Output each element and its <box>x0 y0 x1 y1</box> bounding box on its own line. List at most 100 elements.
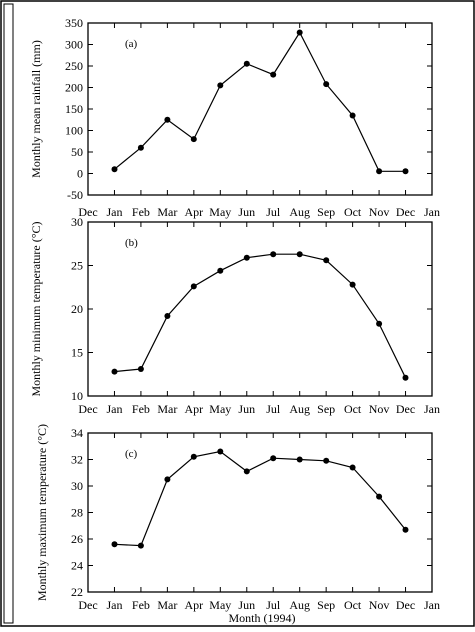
y-tick-label: -50 <box>67 188 83 202</box>
data-point <box>349 112 356 119</box>
x-tick-label: Jan <box>424 402 440 416</box>
data-point <box>323 81 330 88</box>
x-tick-label: Apr <box>185 205 204 219</box>
x-tick-label: May <box>209 205 231 219</box>
x-tick-label: Aug <box>289 598 310 612</box>
series-line <box>114 450 406 547</box>
x-tick-label: Jul <box>266 598 281 612</box>
x-tick-label: May <box>209 598 231 612</box>
panel-label: (c) <box>125 448 138 460</box>
y-tick-label: 15 <box>71 346 83 360</box>
data-point <box>376 168 383 175</box>
x-tick-label: Jul <box>266 402 281 416</box>
x-tick-label: Dec <box>78 598 97 612</box>
x-tick-label: Aug <box>289 402 310 416</box>
x-tick-label: Feb <box>132 402 150 416</box>
data-point <box>137 542 144 549</box>
y-tick-label: 0 <box>77 167 83 181</box>
y-tick-label: 24 <box>71 559 83 573</box>
x-tick-label: Mar <box>157 598 177 612</box>
x-tick-label: Apr <box>185 402 204 416</box>
y-tick-label: 350 <box>65 16 83 30</box>
data-point <box>402 374 409 381</box>
data-point <box>243 468 250 475</box>
x-tick-label: Nov <box>369 598 390 612</box>
data-point <box>270 71 277 78</box>
x-tick-label: Oct <box>344 205 362 219</box>
y-tick-label: 25 <box>71 259 83 273</box>
y-tick-label: 22 <box>71 585 83 599</box>
data-point <box>402 526 409 533</box>
data-point <box>137 144 144 151</box>
data-point <box>349 281 356 288</box>
x-tick-label: Jul <box>266 205 281 219</box>
y-tick-label: 20 <box>71 302 83 316</box>
x-tick-label: Feb <box>132 205 150 219</box>
panel-label: (a) <box>125 38 138 50</box>
y-tick-label: 50 <box>71 145 83 159</box>
x-tick-label: Oct <box>344 598 362 612</box>
x-tick-label: Mar <box>157 402 177 416</box>
data-point <box>137 366 144 372</box>
data-point <box>402 168 409 175</box>
plot-frame <box>87 432 433 593</box>
x-axis-label: Month (1994) <box>229 611 296 625</box>
y-axis-label: Monthly mean rainfall (mm) <box>29 40 43 178</box>
x-tick-label: Sep <box>317 205 335 219</box>
y-axis-label: Monthly maximum temperature (°C) <box>35 424 49 601</box>
data-point <box>217 82 224 89</box>
x-tick-label: Nov <box>369 205 390 219</box>
series-line <box>114 253 407 378</box>
data-point <box>270 251 277 258</box>
x-tick-label: Jun <box>238 402 255 416</box>
data-point <box>376 320 383 327</box>
y-tick-label: 30 <box>71 215 83 229</box>
data-point <box>376 493 383 500</box>
data-point <box>190 453 197 460</box>
x-tick-label: Jan <box>106 402 122 416</box>
y-tick-label: 250 <box>65 59 83 73</box>
data-point <box>111 368 118 375</box>
y-tick-label: 34 <box>71 426 83 440</box>
x-tick-label: Sep <box>317 598 335 612</box>
chart-panel-3: Dec Jan Feb Mar Apr May Jun Jul Aug Sep Oct Nov Dec J… <box>35 424 440 625</box>
x-tick-label: Jun <box>238 205 255 219</box>
x-tick-label: Dec <box>396 402 415 416</box>
y-tick-label: 30 <box>71 479 83 493</box>
y-tick-label: 10 <box>71 389 83 403</box>
data-point <box>217 448 224 455</box>
x-tick-label: May <box>209 402 231 416</box>
y-tick-label: 300 <box>65 38 83 52</box>
data-point <box>243 254 250 261</box>
x-tick-label: Sep <box>317 402 335 416</box>
data-point <box>349 464 356 471</box>
data-point <box>323 257 330 264</box>
data-point <box>164 313 171 319</box>
x-tick-label: Jan <box>106 598 122 612</box>
y-tick-label: 32 <box>71 453 83 467</box>
y-tick-label: 150 <box>65 102 83 116</box>
data-point <box>164 116 171 123</box>
x-tick-label: Nov <box>369 402 390 416</box>
x-tick-label: Jan <box>424 598 440 612</box>
x-tick-label: Jun <box>238 598 255 612</box>
data-point <box>296 29 303 36</box>
series-line <box>114 31 406 172</box>
data-point <box>296 456 303 463</box>
x-tick-label: Oct <box>344 402 362 416</box>
y-tick-label: 28 <box>71 506 83 520</box>
left-margin-bar <box>3 3 14 624</box>
x-tick-label: Aug <box>289 205 310 219</box>
x-tick-label: Dec <box>396 598 415 612</box>
x-tick-label: Jan <box>424 205 440 219</box>
data-point <box>164 476 171 483</box>
x-tick-label: Dec <box>78 402 97 416</box>
panel-label: (b) <box>125 237 138 249</box>
y-axis-label: Monthly minimum temperature (°C) <box>29 221 43 396</box>
data-point <box>217 267 224 274</box>
y-tick-label: 26 <box>71 532 83 546</box>
data-point <box>243 60 250 67</box>
